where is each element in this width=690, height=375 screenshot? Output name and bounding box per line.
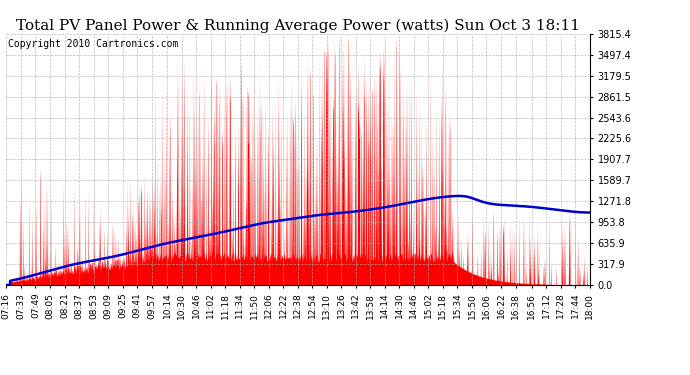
Text: Copyright 2010 Cartronics.com: Copyright 2010 Cartronics.com (8, 39, 179, 49)
Title: Total PV Panel Power & Running Average Power (watts) Sun Oct 3 18:11: Total PV Panel Power & Running Average P… (16, 18, 580, 33)
